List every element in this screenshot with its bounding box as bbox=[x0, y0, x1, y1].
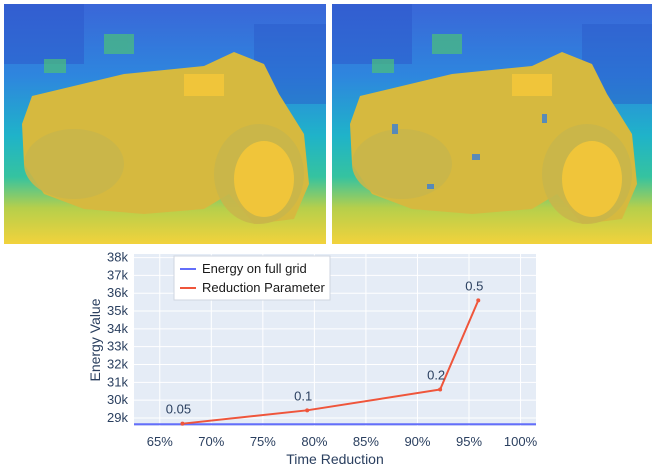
y-tick-label: 32k bbox=[107, 357, 128, 372]
point-labels: 0.05 0.1 0.2 0.5 bbox=[166, 278, 484, 416]
x-tick-label: 90% bbox=[404, 434, 430, 449]
energy-chart: 65% 70% 75% 80% 85% 90% 95% 100% 29k 30k 31k 32k 33k… bbox=[87, 250, 538, 466]
x-tick-label: 80% bbox=[301, 434, 327, 449]
series-line-2 bbox=[182, 299, 480, 425]
x-axis-title: Time Reduction bbox=[286, 451, 384, 466]
y-tick-label: 31k bbox=[107, 374, 128, 389]
y-tick-label: 38k bbox=[107, 250, 128, 265]
data-point bbox=[305, 408, 310, 413]
data-point bbox=[180, 421, 185, 426]
legend: Energy on full grid Reduction Parameter bbox=[173, 255, 331, 301]
y-tick-label: 35k bbox=[107, 303, 128, 318]
series bbox=[134, 298, 536, 426]
y-tick-label: 34k bbox=[107, 321, 128, 336]
y-tick-label: 37k bbox=[107, 267, 128, 282]
disparity-map-left-graphic bbox=[4, 4, 326, 244]
point-label: 0.2 bbox=[427, 367, 445, 382]
legend-box bbox=[173, 255, 331, 301]
x-tick-label: 70% bbox=[198, 434, 224, 449]
x-tick-label: 100% bbox=[504, 434, 538, 449]
x-tick-label: 85% bbox=[353, 434, 379, 449]
y-tick-label: 30k bbox=[107, 392, 128, 407]
y-tick-label: 29k bbox=[107, 410, 128, 425]
data-point bbox=[438, 387, 443, 392]
x-tick-label: 95% bbox=[456, 434, 482, 449]
legend-entry: Energy on full grid bbox=[202, 261, 307, 276]
point-label: 0.1 bbox=[294, 388, 312, 403]
y-tick-label: 33k bbox=[107, 339, 128, 354]
x-tick-label: 75% bbox=[250, 434, 276, 449]
x-tick-label: 65% bbox=[147, 434, 173, 449]
point-label: 0.05 bbox=[166, 402, 191, 417]
y-axis-title: Energy Value bbox=[87, 298, 103, 381]
legend-entry: Reduction Parameter bbox=[202, 280, 326, 295]
disparity-map-right bbox=[332, 4, 652, 244]
disparity-map-right-graphic bbox=[332, 4, 652, 244]
tick-labels: 65% 70% 75% 80% 85% 90% 95% 100% 29k 30k 31k 32k 33k… bbox=[107, 250, 538, 449]
data-point bbox=[476, 298, 481, 303]
disparity-map-left bbox=[4, 4, 326, 244]
y-tick-label: 36k bbox=[107, 285, 128, 300]
point-label: 0.5 bbox=[465, 278, 483, 293]
